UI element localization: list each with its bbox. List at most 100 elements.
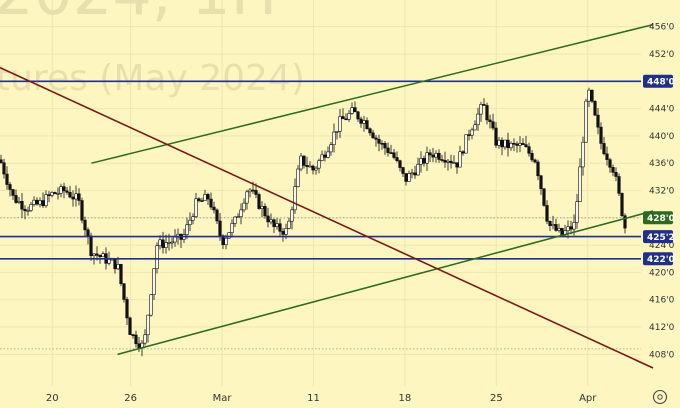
level-price-badge-bg — [643, 74, 673, 88]
candle-up — [191, 216, 195, 221]
candle-up — [167, 242, 171, 244]
candle-down — [209, 198, 213, 208]
candle-up — [32, 199, 36, 205]
candle-up — [479, 104, 483, 115]
candle-up — [551, 224, 555, 226]
candle-up — [230, 223, 234, 233]
candle-down — [95, 253, 99, 256]
candle-down — [266, 215, 270, 223]
candle-up — [29, 204, 33, 211]
watermark-subtitle: tures (May 2024) — [0, 58, 305, 99]
price-tick-label: 452'0 — [649, 50, 675, 60]
candle-down — [161, 239, 165, 248]
candle-up — [434, 152, 438, 158]
gear-icon-hub — [657, 394, 663, 400]
price-axis[interactable]: 456'0 452'0 444'0 440'0 436'0 432'0 424'0 420'0… — [643, 23, 675, 361]
candle-down — [488, 119, 492, 122]
candle-down — [380, 143, 384, 145]
candle-down — [383, 143, 387, 149]
descending-trendline[interactable] — [0, 66, 654, 369]
level-price-badge-bg — [643, 252, 673, 266]
candle-down — [590, 89, 594, 102]
candle-up — [224, 237, 228, 246]
candle-down — [485, 105, 489, 121]
candle-up — [566, 226, 570, 232]
candle-down — [134, 334, 138, 345]
candle-up — [287, 220, 291, 229]
candle-up — [233, 216, 237, 224]
candle-up — [17, 201, 21, 203]
level-price-badge: 448'0 — [647, 78, 675, 88]
candle-down — [467, 134, 471, 136]
candle-down — [530, 153, 534, 161]
candle-up — [59, 186, 63, 194]
candle-down — [20, 201, 24, 210]
candle-down — [113, 258, 117, 270]
candle-down — [137, 343, 141, 349]
candle-up — [317, 160, 321, 169]
candle-down — [491, 121, 495, 129]
candle-down — [623, 215, 627, 229]
candle-up — [419, 158, 423, 165]
candle-down — [200, 200, 204, 202]
channel-line[interactable] — [91, 23, 654, 164]
candle-up — [308, 165, 312, 168]
candle-down — [455, 162, 459, 168]
candle-down — [197, 198, 201, 201]
price-tick-label: 436'0 — [649, 159, 675, 169]
candle-down — [305, 165, 309, 167]
candle-down — [311, 165, 315, 171]
candle-down — [377, 139, 381, 144]
candle-up — [347, 113, 351, 120]
candle-up — [407, 173, 411, 182]
candle-down — [5, 173, 9, 185]
candle-down — [356, 111, 360, 120]
price-tick-label: 440'0 — [649, 132, 675, 142]
candle-up — [38, 200, 42, 205]
candle-down — [611, 167, 615, 173]
candle-up — [242, 202, 246, 211]
candle-down — [8, 184, 12, 190]
candle-down — [461, 151, 465, 154]
candle-up — [173, 236, 177, 243]
time-tick-label: Apr — [579, 393, 597, 404]
candle-down — [41, 200, 45, 207]
candle-up — [158, 239, 162, 247]
candle-down — [254, 190, 258, 195]
candle-down — [23, 208, 27, 212]
price-tick-label: 424'0 — [649, 241, 675, 251]
candle-down — [80, 200, 84, 221]
candle-down — [512, 142, 516, 145]
time-axis[interactable]: 20 26 Mar 11 18 25 Apr — [46, 393, 597, 404]
candle-up — [50, 192, 54, 196]
candle-up — [116, 264, 120, 270]
candle-down — [386, 147, 390, 153]
candle-up — [194, 198, 198, 217]
channel-line[interactable] — [117, 210, 654, 356]
candle-down — [125, 299, 129, 319]
candle-up — [26, 210, 30, 212]
candle-down — [602, 143, 606, 155]
candle-down — [263, 206, 267, 217]
candle-down — [221, 235, 225, 246]
candle-down — [449, 160, 453, 164]
candle-up — [470, 129, 474, 136]
price-tick-label: 412'0 — [649, 323, 675, 333]
candle-up — [416, 164, 420, 176]
candle-up — [446, 160, 450, 163]
candle-down — [428, 152, 432, 156]
candle-down — [404, 173, 408, 182]
candle-up — [473, 124, 477, 131]
candle-up — [452, 162, 456, 164]
candle-up — [152, 268, 156, 295]
candle-up — [143, 334, 147, 344]
candle-down — [368, 128, 372, 134]
candle-down — [536, 161, 540, 177]
candle-up — [557, 228, 561, 231]
candle-down — [608, 159, 612, 168]
settings-button[interactable] — [652, 389, 668, 405]
candle-up — [107, 259, 111, 264]
candle-up — [329, 144, 333, 153]
